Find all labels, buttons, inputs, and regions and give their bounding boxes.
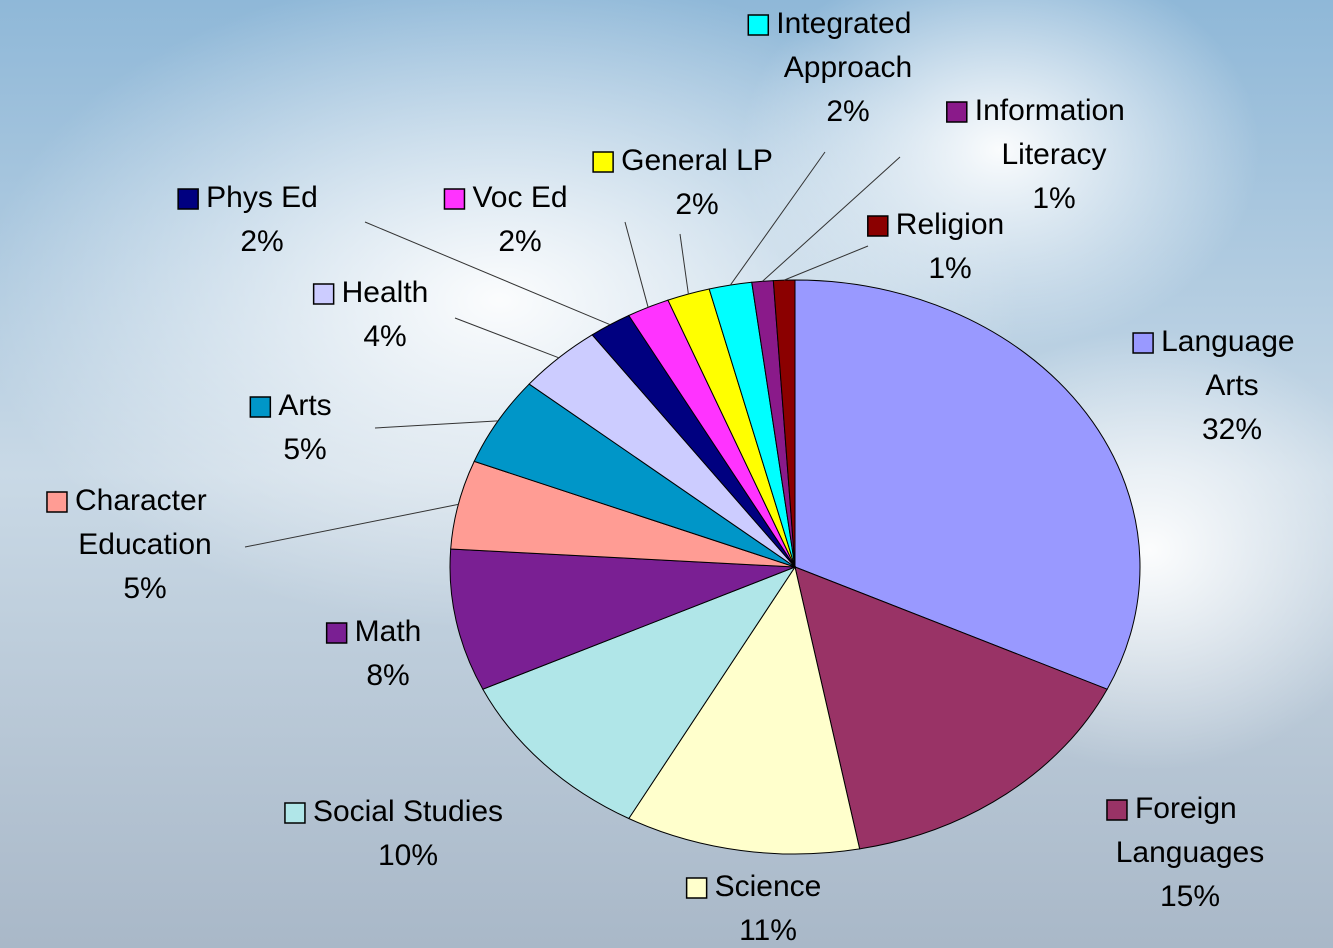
legend-swatch (867, 215, 889, 237)
legend-swatch (284, 802, 306, 824)
leader-line (679, 233, 689, 295)
pie-slice (772, 279, 796, 568)
legend-swatch (312, 283, 335, 305)
category-label: Voc Ed (472, 181, 567, 214)
value-label: 15% (1160, 880, 1220, 913)
labels: Language Arts 32% Foreign Languages 15% Scie… (46, 7, 1303, 947)
pie-slice (628, 565, 861, 855)
value-label: 11% (739, 914, 797, 947)
pie (449, 279, 1141, 855)
pie-slice (794, 566, 1108, 850)
leader-line (374, 420, 499, 429)
value-label: 2% (675, 188, 718, 221)
category-label: Religion (896, 208, 1004, 241)
category-label: Arts (278, 389, 331, 422)
category-label: Social Studies (313, 795, 503, 828)
leader-line (454, 317, 560, 359)
value-label: 5% (283, 433, 326, 466)
legend-swatch (46, 491, 68, 513)
leader-line (762, 156, 901, 282)
value-label: 1% (928, 252, 971, 285)
legend-swatch (249, 396, 272, 418)
leader-line (624, 221, 649, 308)
legend-swatch (946, 101, 968, 123)
legend-swatch (325, 622, 348, 644)
legend-swatch (1132, 332, 1154, 354)
category-label: Science (715, 870, 822, 903)
category-label: Integrated Approach (776, 7, 919, 84)
leader-line (244, 503, 459, 548)
category-label: Information Literacy (975, 94, 1133, 171)
cloud (740, 0, 1260, 350)
legend-swatch (443, 188, 466, 210)
category-label: General LP (621, 144, 773, 177)
value-label: 10% (378, 839, 438, 872)
pie-slice (794, 279, 1141, 690)
leader-line (783, 245, 869, 281)
legend-swatch (592, 151, 614, 173)
category-label: Character Education (75, 484, 215, 561)
value-label: 4% (363, 320, 406, 353)
value-label: 2% (826, 95, 869, 128)
legend-swatch (747, 14, 770, 36)
category-label: Language Arts (1161, 325, 1303, 402)
value-label: 32% (1202, 413, 1262, 446)
category-label: Phys Ed (206, 181, 318, 214)
value-label: 1% (1032, 182, 1075, 215)
value-label: 2% (240, 225, 283, 258)
category-label: Health (342, 276, 429, 309)
legend-swatch (685, 877, 708, 899)
category-label: Math (355, 615, 422, 648)
value-label: 5% (123, 572, 166, 605)
leader-line (364, 221, 611, 326)
category-label: Foreign Languages (1116, 792, 1264, 869)
value-label: 8% (366, 659, 409, 692)
value-label: 2% (498, 225, 541, 258)
pie-slice (449, 548, 796, 690)
legend-swatch (177, 188, 199, 210)
leader-line (729, 151, 826, 286)
legend-swatch (1106, 799, 1128, 821)
pie-slice (482, 565, 797, 820)
